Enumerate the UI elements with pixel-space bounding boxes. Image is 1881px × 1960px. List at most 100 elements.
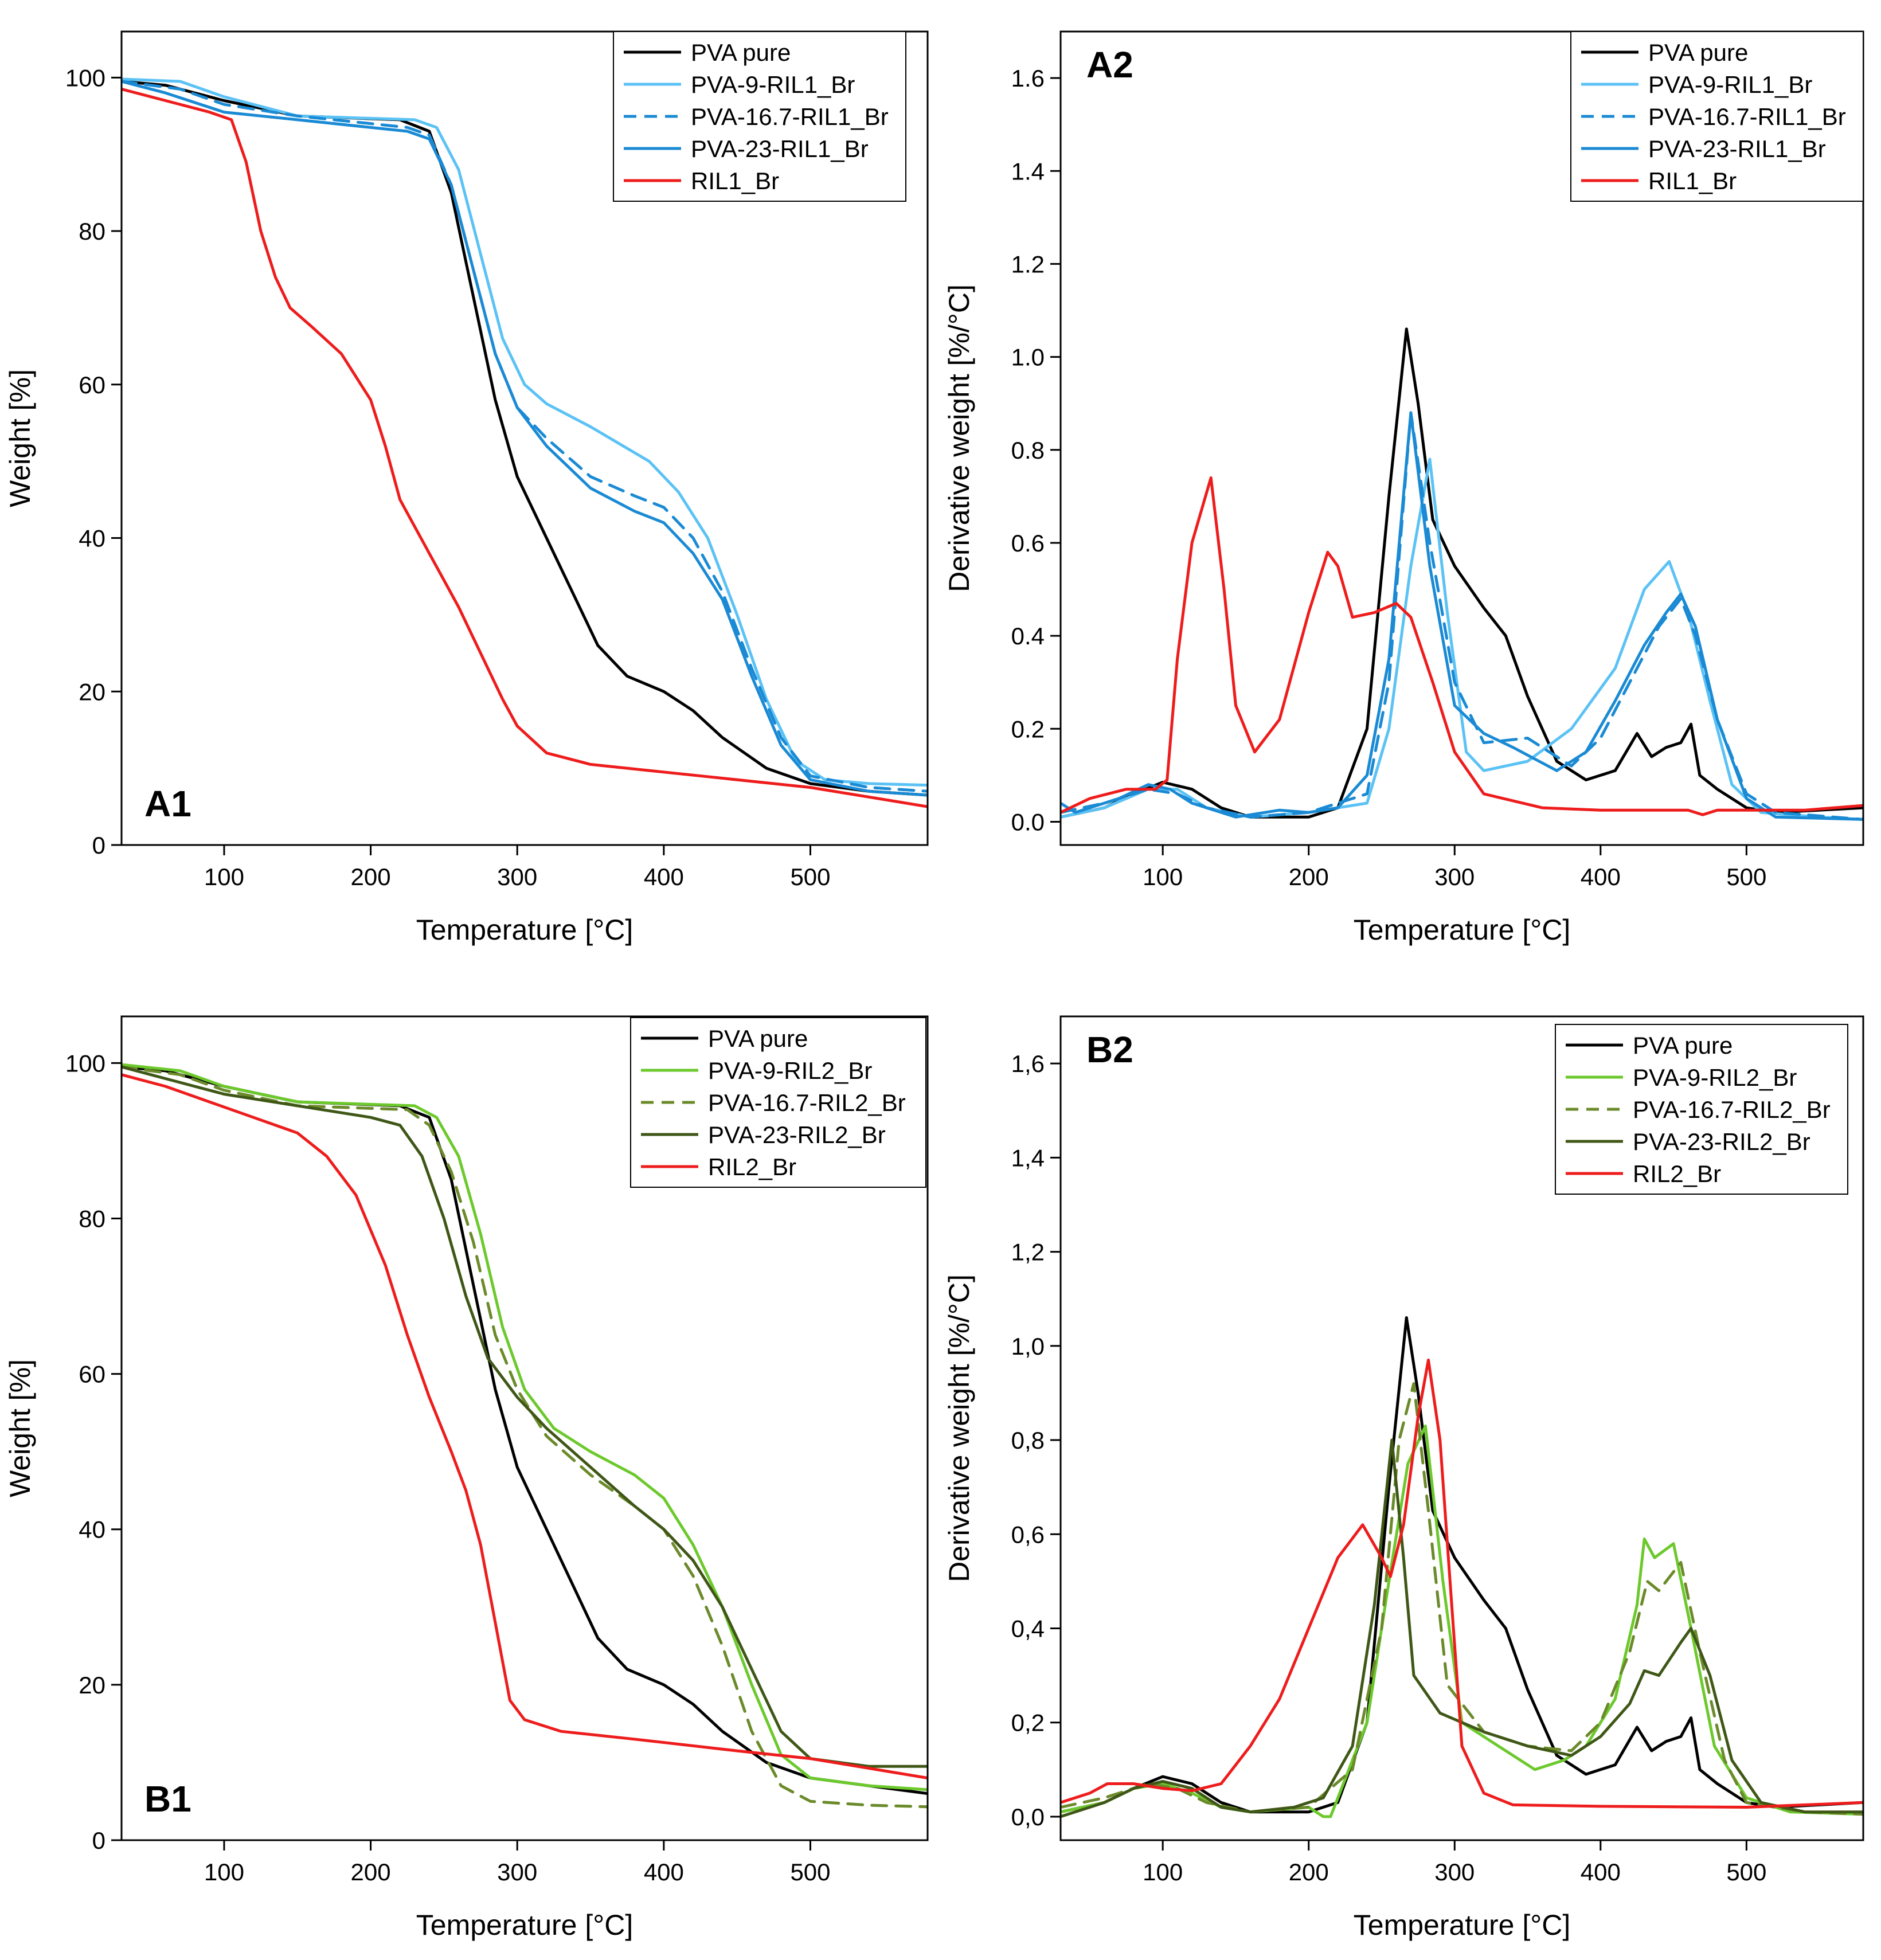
y-tick-label: 0.8 <box>1011 437 1045 464</box>
x-tick-label: 100 <box>1143 1859 1183 1885</box>
legend-label-pva-16-7-ril2-br: PVA-16.7-RIL2_Br <box>1633 1096 1831 1123</box>
y-tick-label: 60 <box>79 1361 105 1388</box>
y-tick-label: 0.4 <box>1011 623 1045 650</box>
y-axis-title: Derivative weight [%/°C] <box>943 284 975 592</box>
panel-label: B1 <box>144 1778 191 1820</box>
x-tick-label: 300 <box>497 1859 537 1885</box>
legend-label-ril1-br: RIL1_Br <box>1648 167 1737 194</box>
legend-label-pva-23-ril2-br: PVA-23-RIL2_Br <box>708 1121 886 1148</box>
series-line-ril1-br <box>1061 476 1863 816</box>
legend-label-pva-16-7-ril1-br: PVA-16.7-RIL1_Br <box>691 103 889 130</box>
legend-label-pva-9-ril2-br: PVA-9-RIL2_Br <box>1633 1064 1797 1091</box>
legend-label-pva-16-7-ril1-br: PVA-16.7-RIL1_Br <box>1648 103 1846 130</box>
x-axis-title: Temperature [°C] <box>416 1909 633 1941</box>
y-tick-label: 60 <box>79 371 105 398</box>
x-tick-label: 300 <box>1434 1859 1475 1885</box>
x-tick-label: 500 <box>790 1859 830 1885</box>
y-tick-label: 1.2 <box>1011 251 1045 277</box>
y-tick-label: 0,8 <box>1011 1427 1045 1454</box>
series-line-pva-23-ril1-br <box>1061 411 1863 821</box>
series-line-pva-23-ril1-br <box>122 80 928 797</box>
y-tick-label: 0,4 <box>1011 1615 1045 1642</box>
legend-label-pva-16-7-ril2-br: PVA-16.7-RIL2_Br <box>708 1089 906 1116</box>
series-line-ril2-br <box>122 1073 928 1779</box>
legend: PVA pure PVA-9-RIL2_Br PVA-16.7-RIL2_Br PVA… <box>1555 1024 1848 1195</box>
legend-label-pva-pure: PVA pure <box>691 39 791 66</box>
x-axis-title: Temperature [°C] <box>1354 914 1570 946</box>
y-tick-label: 1,6 <box>1011 1050 1045 1077</box>
y-tick-label: 20 <box>79 1672 105 1699</box>
y-tick-label: 0,2 <box>1011 1709 1045 1736</box>
legend-label-pva-9-ril1-br: PVA-9-RIL1_Br <box>1648 71 1812 98</box>
panel-label: A1 <box>144 783 191 824</box>
series-line-pva-pure <box>1061 1316 1863 1814</box>
legend: PVA pure PVA-9-RIL2_Br PVA-16.7-RIL2_Br PVA… <box>630 1017 926 1188</box>
plot-frame <box>120 1015 929 1841</box>
panel-b2-derivative-chart: 100 200 300 400 500 0,0 0,2 0,4 0,6 0,8 1,0 1,2 1,4 1… <box>943 1015 1864 1941</box>
series-line-pva-23-ril2-br <box>1061 1438 1863 1818</box>
legend-label-pva-pure: PVA pure <box>1633 1032 1733 1059</box>
x-tick-label: 400 <box>644 1859 684 1885</box>
y-tick-label: 40 <box>79 1516 105 1543</box>
legend-box <box>630 1017 926 1188</box>
y-tick-label: 0.6 <box>1011 530 1045 557</box>
series-line-ril2-br <box>1061 1358 1863 1809</box>
y-tick-label: 0,6 <box>1011 1521 1045 1548</box>
y-tick-label: 100 <box>65 64 105 91</box>
legend-label-pva-pure: PVA pure <box>708 1025 808 1052</box>
x-tick-label: 300 <box>1434 863 1475 890</box>
x-tick-label: 100 <box>204 863 244 890</box>
x-tick-label: 400 <box>1581 863 1621 890</box>
x-tick-label: 100 <box>204 1859 244 1885</box>
legend-box <box>1555 1024 1848 1195</box>
legend-label-pva-23-ril1-br: PVA-23-RIL1_Br <box>1648 135 1826 162</box>
x-tick-label: 200 <box>1289 1859 1329 1885</box>
x-tick-label: 200 <box>1289 863 1329 890</box>
panel-label: A2 <box>1086 44 1133 85</box>
legend: PVA pure PVA-9-RIL1_Br PVA-16.7-RIL1_Br PVA… <box>1570 31 1864 202</box>
y-tick-label: 1,4 <box>1011 1144 1045 1171</box>
series-line-pva-pure <box>1061 327 1863 819</box>
legend-label-pva-23-ril1-br: PVA-23-RIL1_Br <box>691 135 869 162</box>
x-axis-title: Temperature [°C] <box>416 914 633 946</box>
x-tick-label: 500 <box>1726 1859 1766 1885</box>
legend-label-pva-pure: PVA pure <box>1648 39 1748 66</box>
legend: PVA pure PVA-9-RIL1_Br PVA-16.7-RIL1_Br PVA… <box>613 31 906 202</box>
y-tick-label: 1.0 <box>1011 344 1045 371</box>
series-line-pva-9-ril1-br <box>122 77 928 787</box>
series-line-pva-9-ril2-br <box>122 1063 928 1791</box>
plot-frame <box>120 30 929 846</box>
y-axis-title: Weight [%] <box>4 369 36 507</box>
series-group <box>122 1063 928 1809</box>
x-tick-label: 200 <box>351 1859 391 1885</box>
x-axis-title: Temperature [°C] <box>1354 1909 1570 1941</box>
x-tick-label: 500 <box>1726 863 1766 890</box>
panel-a1-weight-chart: 100 200 300 400 500 0 20 40 60 80 100 Temperature [… <box>4 30 929 946</box>
series-group <box>1061 1316 1863 1818</box>
y-tick-label: 80 <box>79 218 105 245</box>
legend-box <box>613 31 906 202</box>
series-line-pva-16-7-ril1-br <box>122 80 928 793</box>
y-tick-label: 80 <box>79 1205 105 1232</box>
x-tick-label: 400 <box>1581 1859 1621 1885</box>
y-tick-label: 0 <box>92 832 105 859</box>
x-tick-label: 200 <box>351 863 391 890</box>
y-tick-label: 20 <box>79 678 105 705</box>
y-tick-label: 40 <box>79 525 105 552</box>
panel-b1-weight-chart: 100 200 300 400 500 0 20 40 60 80 100 Temperature [… <box>4 1015 929 1941</box>
x-tick-label: 300 <box>497 863 537 890</box>
series-line-pva-16-7-ril2-br <box>122 1065 928 1809</box>
y-tick-label: 1.4 <box>1011 158 1045 185</box>
legend-label-ril2-br: RIL2_Br <box>1633 1160 1721 1187</box>
series-line-ril1-br <box>122 87 928 808</box>
y-tick-label: 1,2 <box>1011 1239 1045 1266</box>
y-axis-title: Weight [%] <box>4 1359 36 1497</box>
plot-frame <box>1059 1015 1864 1841</box>
legend-label-ril2-br: RIL2_Br <box>708 1153 796 1180</box>
y-tick-label: 0,0 <box>1011 1803 1045 1830</box>
legend-label-pva-9-ril1-br: PVA-9-RIL1_Br <box>691 71 855 98</box>
y-tick-label: 1,0 <box>1011 1333 1045 1360</box>
y-tick-label: 0.0 <box>1011 808 1045 835</box>
plot-frame <box>1059 30 1864 846</box>
